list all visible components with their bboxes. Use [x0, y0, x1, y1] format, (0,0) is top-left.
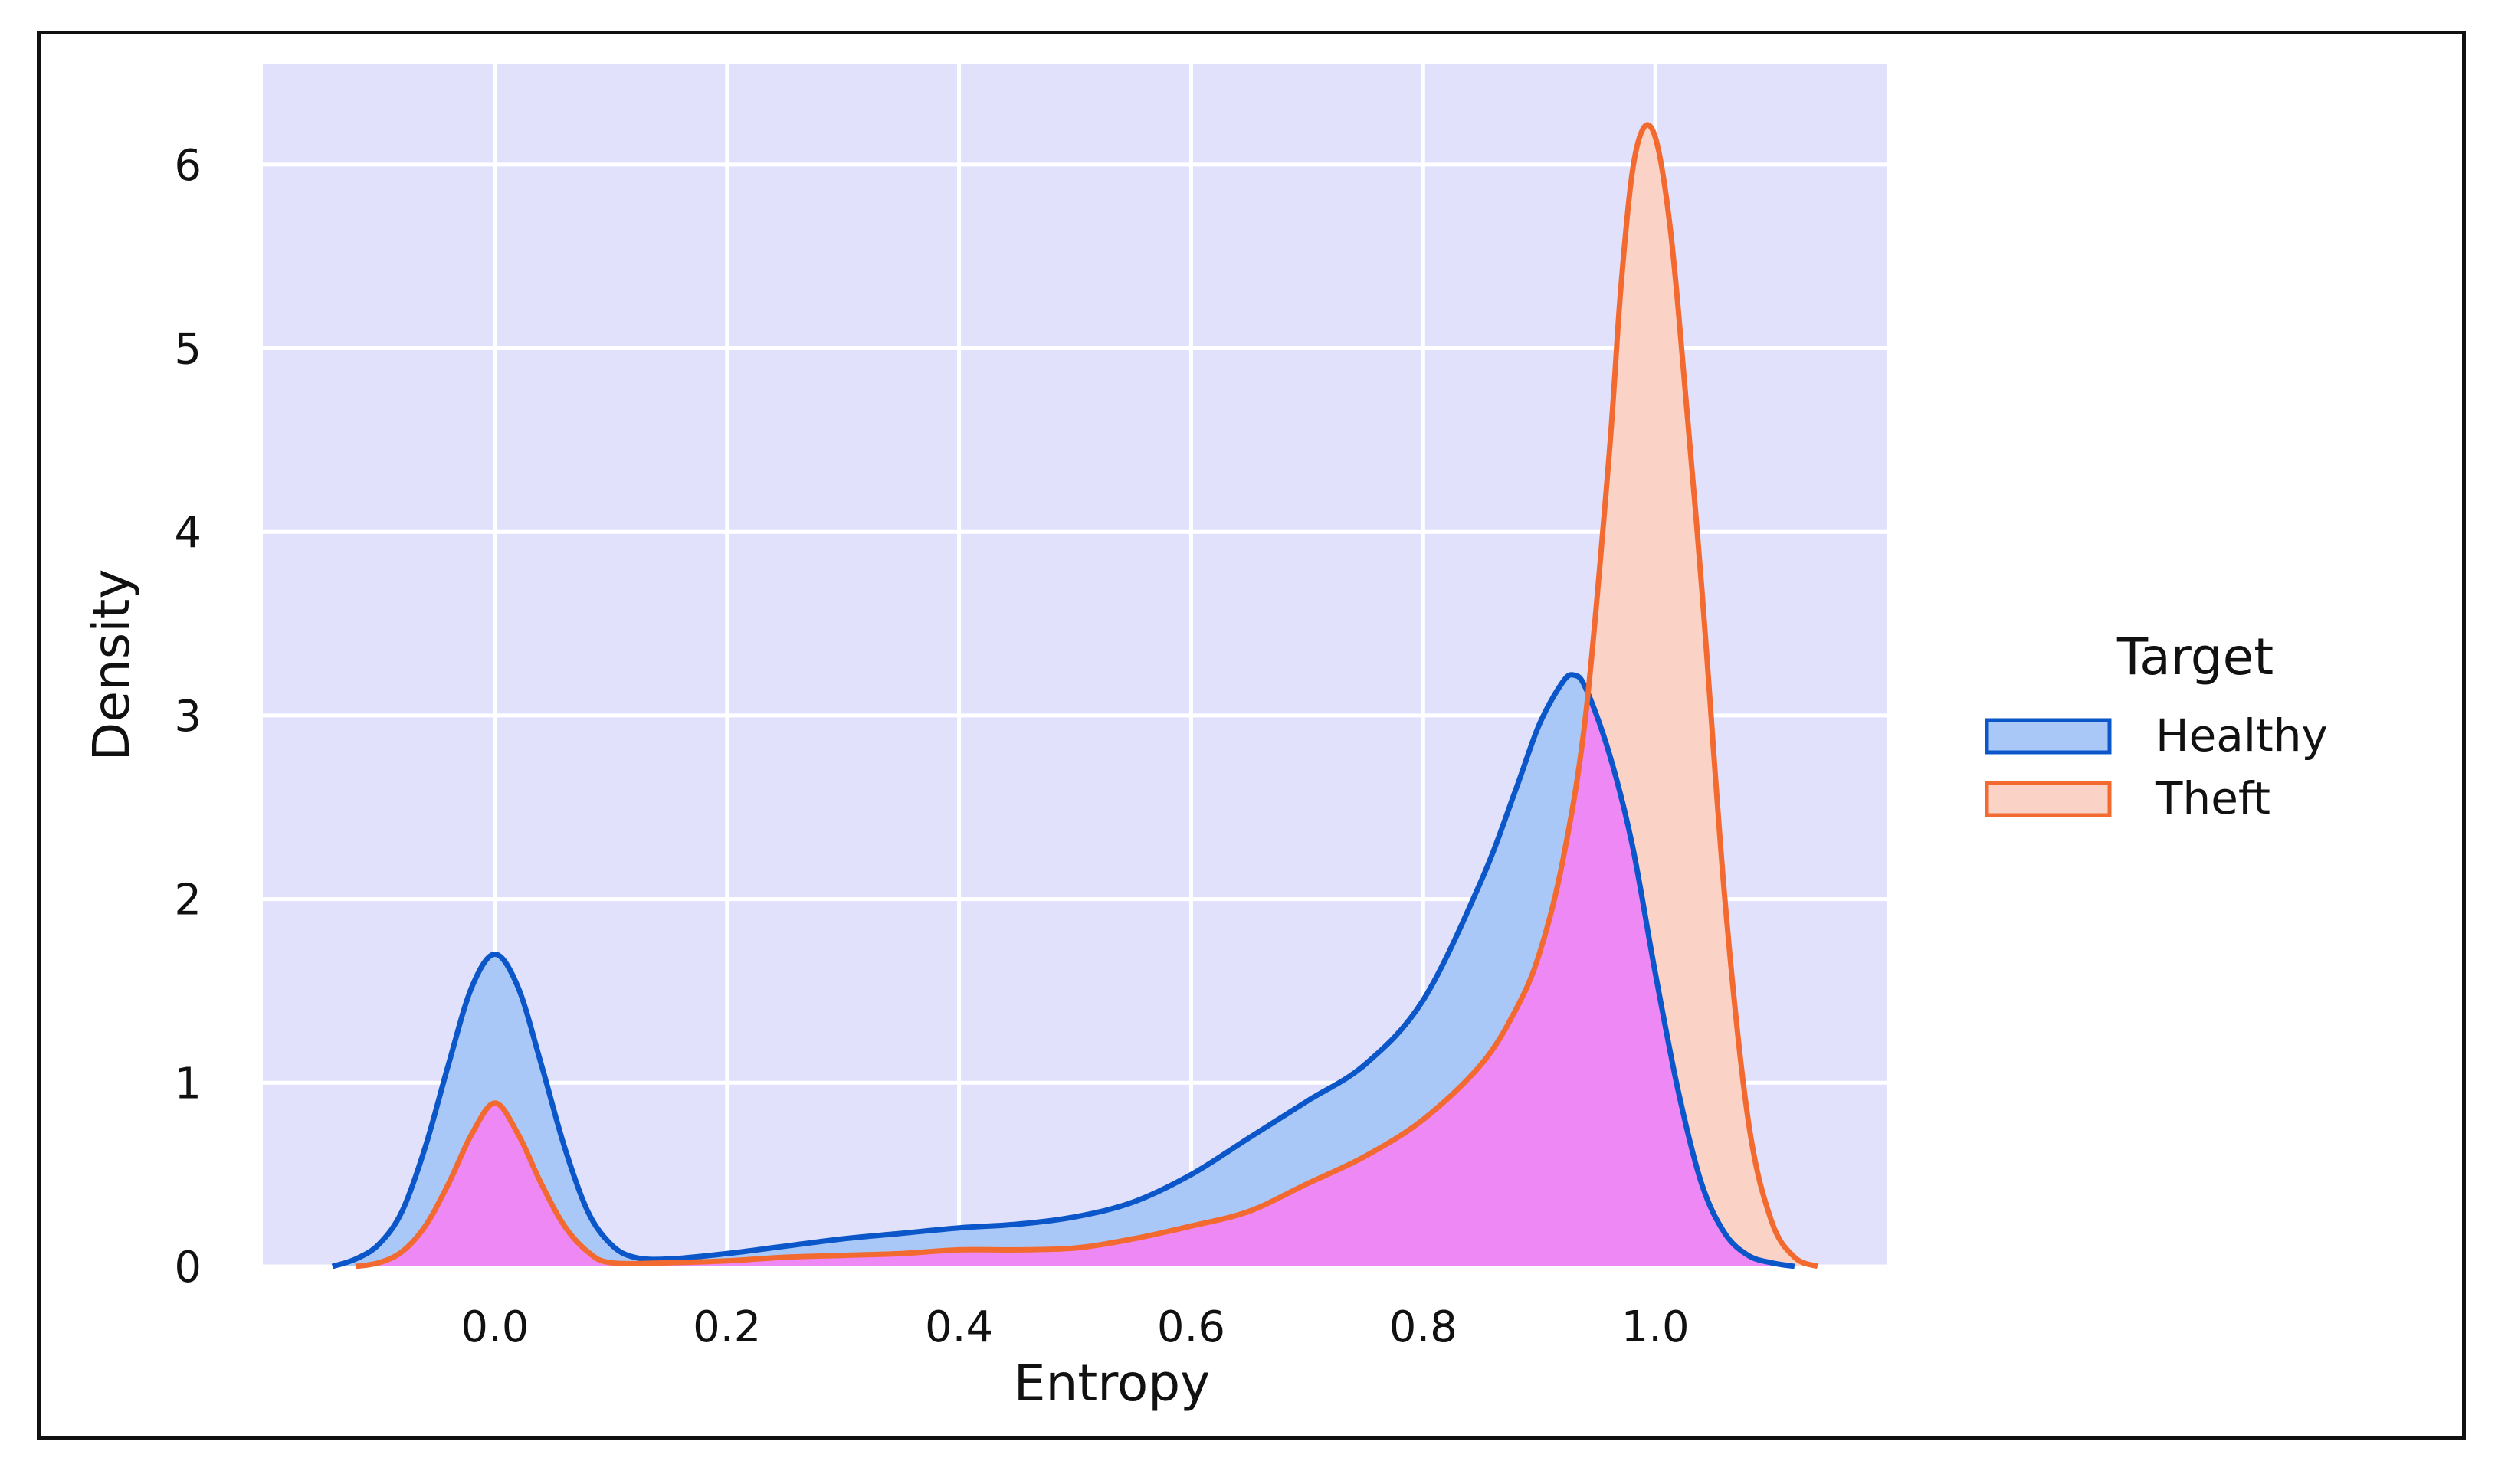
legend-title: Target: [2116, 627, 2274, 686]
legend-swatch-theft: [1985, 781, 2112, 817]
x-tick-label: 0.8: [1389, 1302, 1457, 1352]
y-tick-label: 6: [174, 141, 202, 191]
legend: Target Healthy Theft: [1985, 627, 2328, 824]
x-tick-label: 0.0: [461, 1302, 529, 1352]
area-overlap: [356, 674, 1795, 1266]
x-tick-label: 0.2: [693, 1302, 761, 1352]
chart-frame: 0.0 0.2 0.4 0.6 0.8 1.0 0 1 2 3 4 5 6 Entropy Densit…: [37, 31, 2466, 1440]
x-tick-label: 1.0: [1621, 1302, 1690, 1352]
density-line-healthy: [331, 672, 1795, 1269]
density-line-theft: [355, 122, 1819, 1269]
x-axis-label: Entropy: [1014, 1354, 1210, 1413]
y-axis-label: Density: [82, 569, 141, 762]
y-tick-label: 4: [174, 508, 202, 558]
x-tick-label: 0.4: [925, 1302, 993, 1352]
legend-label-healthy: Healthy: [2156, 709, 2328, 762]
y-tick-label: 5: [174, 325, 202, 375]
density-chart: 0.0 0.2 0.4 0.6 0.8 1.0 0 1 2 3 4 5 6 Entropy Densit…: [82, 64, 2328, 1413]
tick-labels: 0.0 0.2 0.4 0.6 0.8 1.0 0 1 2 3 4 5 6: [174, 141, 1689, 1352]
density-areas: [331, 122, 1819, 1269]
y-tick-label: 1: [174, 1059, 202, 1109]
x-tick-label: 0.6: [1157, 1302, 1225, 1352]
legend-label-theft: Theft: [2155, 772, 2270, 824]
y-tick-label: 3: [174, 692, 202, 742]
y-tick-label: 0: [174, 1243, 202, 1292]
y-tick-label: 2: [174, 876, 202, 925]
legend-swatch-healthy: [1985, 718, 2112, 755]
